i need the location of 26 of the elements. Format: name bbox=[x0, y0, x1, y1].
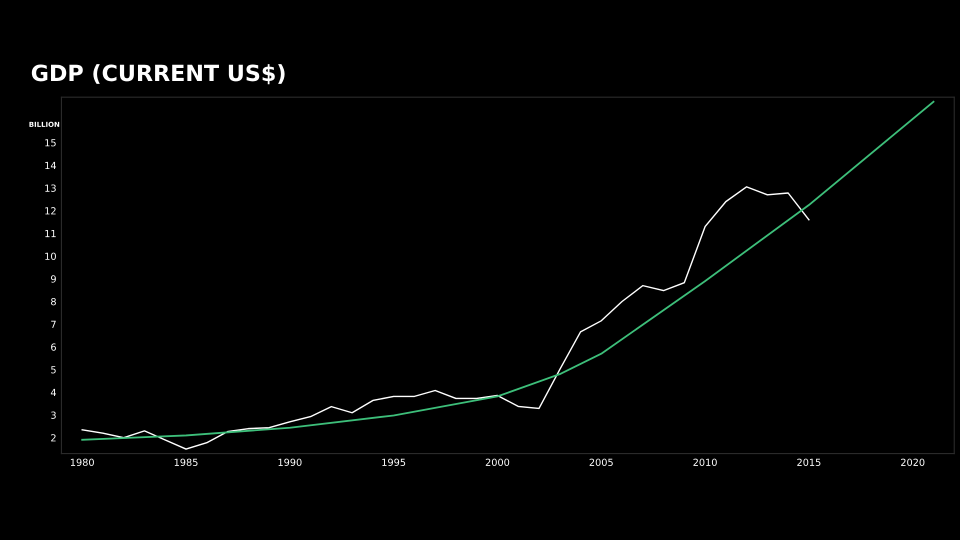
x-tick-label: 2005 bbox=[590, 458, 613, 466]
y-tick-label: 7 bbox=[51, 320, 56, 328]
y-tick-label: 3 bbox=[51, 411, 56, 419]
x-tick-label: 2000 bbox=[486, 458, 510, 466]
line-series bbox=[82, 186, 810, 450]
x-tick-label: 1995 bbox=[382, 458, 406, 466]
y-tick-label: 2 bbox=[51, 434, 56, 442]
y-tick-label: 11 bbox=[45, 230, 56, 238]
x-tick-label: 1980 bbox=[70, 458, 94, 466]
y-tick-label: 10 bbox=[45, 252, 56, 260]
x-tick-label: 2010 bbox=[693, 458, 717, 466]
y-tick-label: 13 bbox=[45, 184, 56, 192]
x-tick-label: 2020 bbox=[901, 458, 924, 466]
y-tick-label: 6 bbox=[51, 343, 56, 351]
x-tick-label: 2015 bbox=[797, 458, 820, 466]
y-tick-label: 15 bbox=[45, 139, 56, 146]
line-series bbox=[81, 100, 934, 441]
chart-title: GDP (CURRENT US$) bbox=[32, 64, 285, 84]
y-tick-label: 14 bbox=[45, 162, 56, 169]
x-tick-label: 1990 bbox=[278, 458, 302, 466]
x-tick-label: 1985 bbox=[174, 458, 198, 466]
y-tick-label: 12 bbox=[45, 207, 56, 214]
y-tick-label: 9 bbox=[51, 275, 56, 283]
y-tick-label: 8 bbox=[51, 298, 56, 306]
y-tick-label: 4 bbox=[50, 388, 56, 396]
y-tick-label: 5 bbox=[51, 366, 56, 374]
